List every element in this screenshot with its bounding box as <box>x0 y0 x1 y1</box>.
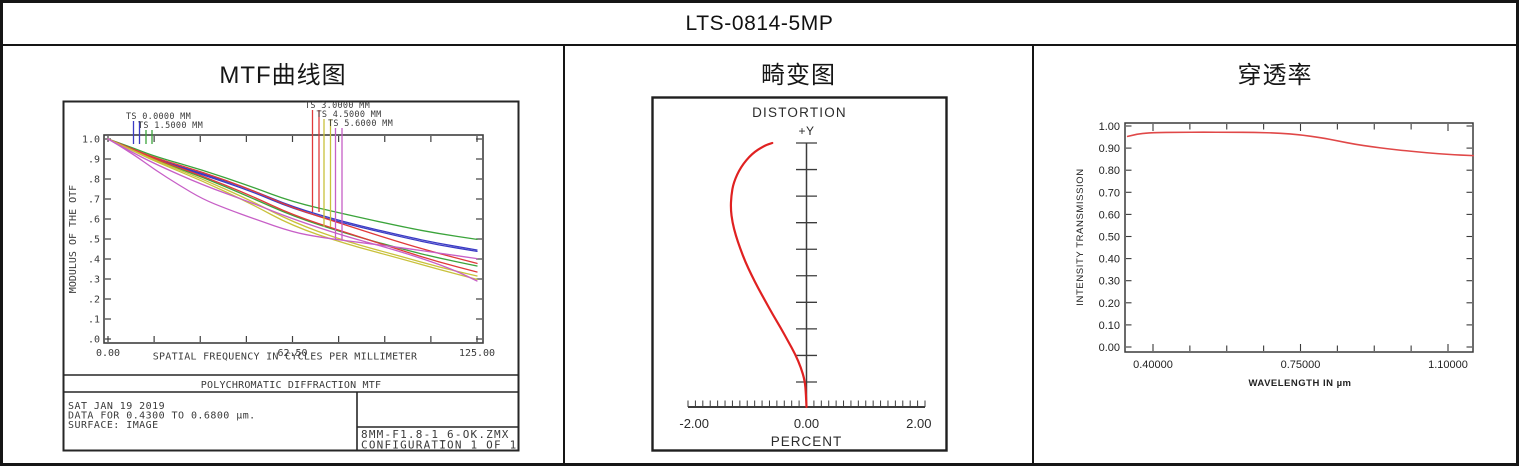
svg-text:0.30: 0.30 <box>1099 276 1120 288</box>
svg-text:.5: .5 <box>88 235 100 246</box>
svg-text:62.50: 62.50 <box>277 348 307 359</box>
mtf-panel: MTF曲线图 1.0.9.8.7.6.5.4.3.2.1.0 0.00 62.50 1… <box>3 46 563 463</box>
svg-text:.3: .3 <box>88 275 100 286</box>
page-title: LTS-0814-5MP <box>3 3 1516 46</box>
svg-text:125.00: 125.00 <box>459 348 495 359</box>
svg-text:0.00: 0.00 <box>794 416 819 431</box>
svg-text:.9: .9 <box>88 155 100 166</box>
svg-text:0.40000: 0.40000 <box>1133 359 1173 371</box>
svg-text:0.40: 0.40 <box>1099 254 1120 266</box>
svg-text:SURFACE: IMAGE: SURFACE: IMAGE <box>68 420 159 431</box>
distortion-panel-header: 畸变图 <box>761 62 836 89</box>
mtf-panel-header: MTF曲线图 <box>219 62 347 89</box>
svg-text:.8: .8 <box>88 175 100 186</box>
svg-text:DISTORTION: DISTORTION <box>752 105 847 120</box>
transmission-panel: 穿透率 1.00 0.90 0.80 0.70 0.60 0.50 0.40 0.30 0.20… <box>1032 46 1516 463</box>
svg-text:1.00: 1.00 <box>1099 121 1120 133</box>
svg-text:1.0: 1.0 <box>82 135 100 146</box>
svg-text:8MM-F1.8-1_6-OK.ZMX: 8MM-F1.8-1_6-OK.ZMX <box>361 428 510 441</box>
svg-text:0.10: 0.10 <box>1099 320 1120 332</box>
svg-text:2.00: 2.00 <box>906 416 931 431</box>
svg-text:.4: .4 <box>88 255 100 266</box>
svg-text:0.20: 0.20 <box>1099 298 1120 310</box>
svg-text:TS 4.5000 MM: TS 4.5000 MM <box>317 110 382 120</box>
svg-text:MODULUS OF THE OTF: MODULUS OF THE OTF <box>68 185 79 293</box>
svg-text:+Y: +Y <box>798 124 814 138</box>
svg-text:INTENSITY TRANSMISSION: INTENSITY TRANSMISSION <box>1075 168 1086 305</box>
svg-text:PERCENT: PERCENT <box>771 434 843 449</box>
svg-text:0.00: 0.00 <box>1099 342 1120 354</box>
svg-text:0.90: 0.90 <box>1099 143 1120 155</box>
svg-text:TS 3.0000 MM: TS 3.0000 MM <box>305 101 370 111</box>
distortion-chart: DISTORTION +Y -2.00 0.00 2.00 PERCENT <box>651 96 948 452</box>
svg-text:0.75000: 0.75000 <box>1281 359 1321 371</box>
svg-text:TS 5.6000 MM: TS 5.6000 MM <box>328 119 393 129</box>
svg-text:1.10000: 1.10000 <box>1428 359 1468 371</box>
svg-text:POLYCHROMATIC DIFFRACTION MTF: POLYCHROMATIC DIFFRACTION MTF <box>201 380 381 391</box>
svg-text:WAVELENGTH IN µm: WAVELENGTH IN µm <box>1248 378 1351 389</box>
transmission-panel-header: 穿透率 <box>1237 62 1313 89</box>
svg-text:.1: .1 <box>88 315 100 326</box>
distortion-panel: 畸变图 DISTORTION +Y -2.00 0.00 2.00 PERCENT <box>563 46 1032 463</box>
mtf-chart: 1.0 .9 .8 .7 .6 .5 .4 .3 .2 .1 .0 0.00 62.50 125.00 SP… <box>62 100 520 452</box>
svg-text:TS 0.0000 MM: TS 0.0000 MM <box>126 112 191 122</box>
transmission-chart: 1.00 0.90 0.80 0.70 0.60 0.50 0.40 0.30 0.20 0.10… <box>1075 121 1475 389</box>
svg-text:0.60: 0.60 <box>1099 209 1120 221</box>
svg-text:.6: .6 <box>88 215 100 226</box>
svg-text:0.70: 0.70 <box>1099 187 1120 199</box>
svg-text:0.00: 0.00 <box>96 348 120 359</box>
svg-text:-2.00: -2.00 <box>679 416 709 431</box>
svg-text:SPATIAL FREQUENCY IN CYCLES PE: SPATIAL FREQUENCY IN CYCLES PER MILLIMET… <box>153 352 418 363</box>
svg-text:SAT JAN 19 2019: SAT JAN 19 2019 <box>68 401 165 412</box>
svg-text:DATA FOR 0.4300 TO 0.6800 µm.: DATA FOR 0.4300 TO 0.6800 µm. <box>68 411 256 422</box>
svg-text:0.50: 0.50 <box>1099 232 1120 244</box>
svg-text:CONFIGURATION 1 OF 1: CONFIGURATION 1 OF 1 <box>361 439 517 452</box>
svg-text:0.80: 0.80 <box>1099 165 1120 177</box>
svg-text:.0: .0 <box>88 335 100 346</box>
svg-text:.2: .2 <box>88 295 100 306</box>
svg-text:TS 1.5000 MM: TS 1.5000 MM <box>138 121 203 131</box>
svg-text:.7: .7 <box>88 195 100 206</box>
